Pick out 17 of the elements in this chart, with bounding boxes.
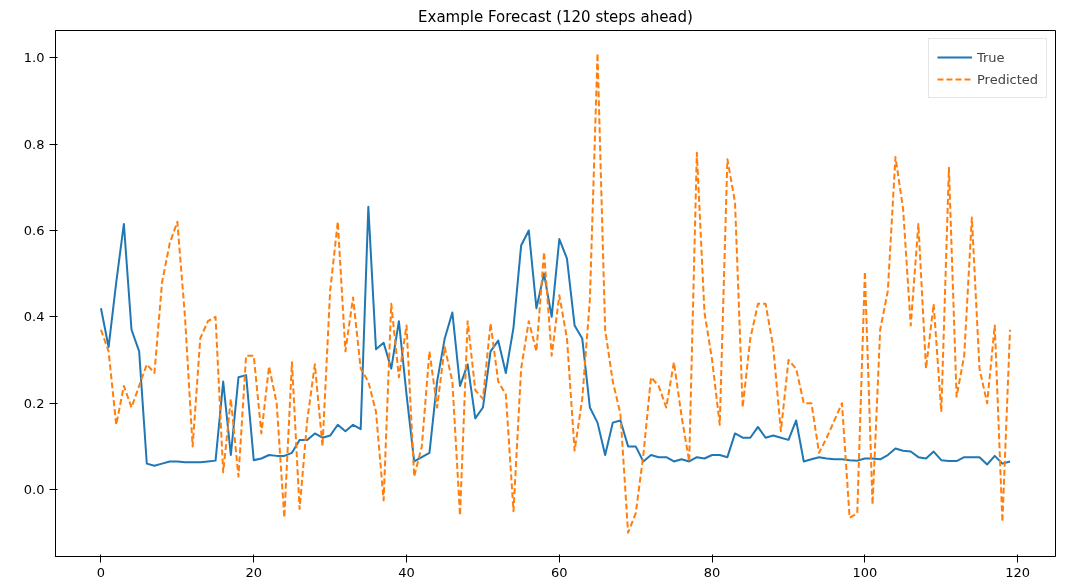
x-tick-label: 0 <box>96 564 106 579</box>
y-tick-label: 0.2 <box>23 395 45 411</box>
x-tick-label: 120 <box>1005 564 1031 579</box>
x-tick-label: 100 <box>852 564 878 579</box>
y-tick-label: 0.6 <box>23 222 45 238</box>
x-tick-label: 60 <box>551 564 568 579</box>
x-tick-label: 20 <box>245 564 263 579</box>
y-tick-label: 0.4 <box>23 309 45 325</box>
legend-label: True <box>976 49 1005 65</box>
x-tick-label: 80 <box>703 564 721 579</box>
chart-title: Example Forecast (120 steps ahead) <box>418 7 693 26</box>
legend-label: Predicted <box>976 71 1038 87</box>
line-series <box>99 205 1012 467</box>
x-tick-label: 40 <box>398 564 415 579</box>
y-tick-label: 0.8 <box>23 136 45 152</box>
y-tick-label: 1.0 <box>23 50 45 66</box>
y-tick-label: 0.0 <box>23 482 45 498</box>
